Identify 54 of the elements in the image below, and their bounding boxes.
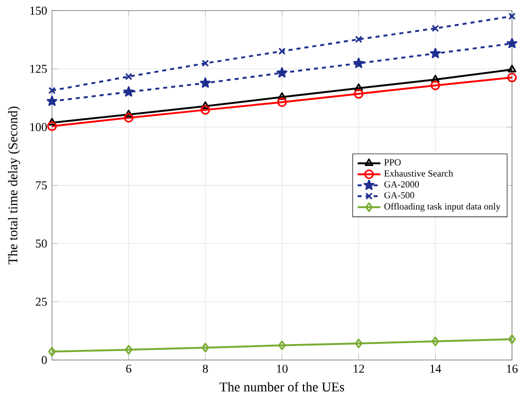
point xyxy=(124,113,134,123)
point xyxy=(200,105,210,115)
point xyxy=(276,67,288,78)
legend-label: Offloading task input data only xyxy=(384,203,500,212)
point xyxy=(507,72,517,82)
y-tick-label: 25 xyxy=(36,298,47,306)
point xyxy=(354,84,363,92)
point xyxy=(432,336,440,346)
point xyxy=(48,118,56,126)
point xyxy=(277,98,287,108)
point xyxy=(125,73,132,80)
point xyxy=(432,24,439,32)
x-tick-label: 14 xyxy=(430,364,442,373)
point xyxy=(46,96,58,106)
legend-label: PPO xyxy=(384,159,401,166)
y-tick-label: 100 xyxy=(30,123,47,132)
point xyxy=(47,122,57,132)
y-tick-label: 50 xyxy=(36,240,47,248)
x-tick-label: 8 xyxy=(202,364,208,373)
y-tick-label: 0 xyxy=(42,356,47,364)
legend-label: GA-2000 xyxy=(384,181,419,188)
point xyxy=(430,48,441,58)
point xyxy=(508,334,516,344)
point xyxy=(278,48,286,55)
point xyxy=(354,89,364,99)
point xyxy=(278,340,286,350)
y-tick-label: 75 xyxy=(36,182,47,190)
point xyxy=(202,60,209,68)
x-tick-label: 16 xyxy=(507,364,518,373)
point xyxy=(354,338,362,348)
y-tick-label: 125 xyxy=(30,65,47,74)
x-axis-title: The number of the UEs xyxy=(220,382,344,392)
point xyxy=(48,87,56,94)
point xyxy=(200,78,211,88)
legend-label: Exhaustive Search xyxy=(384,170,454,177)
point xyxy=(124,345,132,355)
point xyxy=(355,36,362,44)
point xyxy=(278,92,286,100)
y-tick-label: 150 xyxy=(30,6,47,15)
x-tick-label: 6 xyxy=(126,364,132,373)
point xyxy=(201,102,210,110)
point xyxy=(430,80,440,90)
point xyxy=(123,86,134,97)
point xyxy=(202,343,210,353)
x-tick-label: 10 xyxy=(277,364,288,373)
point xyxy=(508,64,516,73)
point xyxy=(431,74,440,83)
point xyxy=(353,58,364,68)
point xyxy=(48,346,56,357)
y-axis-title: The total time delay (Second) xyxy=(8,106,20,264)
legend-label: GA-500 xyxy=(384,192,414,198)
point xyxy=(508,12,516,20)
point xyxy=(506,38,518,48)
x-tick-label: 12 xyxy=(354,364,364,373)
